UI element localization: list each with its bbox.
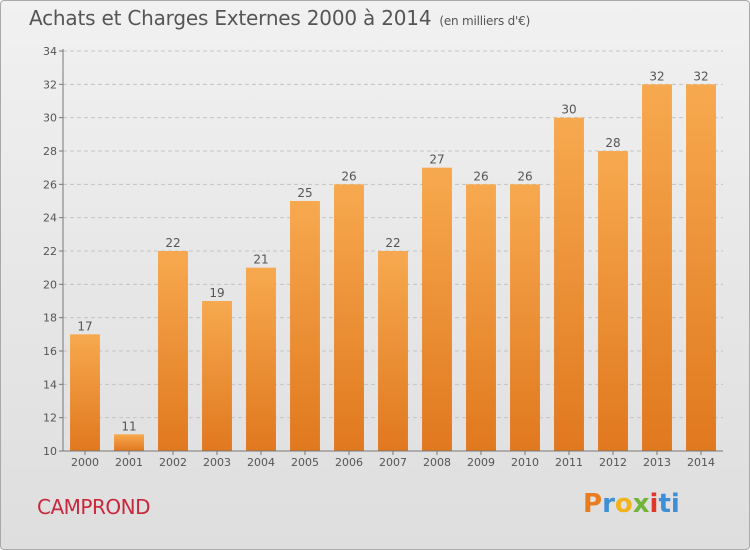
x-tick-label: 2009 (467, 456, 495, 469)
logo-letter: o (614, 489, 633, 519)
x-tick-label: 2004 (247, 456, 275, 469)
x-tick-label: 2010 (511, 456, 539, 469)
bar (290, 201, 320, 451)
x-tick-label: 2013 (643, 456, 671, 469)
bar (422, 167, 452, 451)
logo-letter: r (602, 489, 615, 519)
bar (334, 184, 364, 452)
data-label: 32 (649, 69, 664, 83)
x-tick-label: 2003 (203, 456, 231, 469)
x-tick-label: 2007 (379, 456, 407, 469)
x-tick-label: 2014 (687, 456, 715, 469)
bar (554, 117, 584, 452)
data-labels: 17 11 22 19 21 25 26 22 27 26 26 30 28 32 32 (77, 69, 708, 433)
data-label: 11 (121, 419, 136, 433)
data-label: 21 (253, 253, 268, 267)
bar (70, 334, 100, 451)
data-label: 32 (693, 69, 708, 83)
y-tick-label: 10 (43, 445, 57, 458)
y-tick-label: 14 (43, 378, 57, 391)
data-label: 26 (473, 169, 488, 183)
chart-title-unit: (en milliers d'€) (439, 14, 531, 28)
y-tick-label: 28 (43, 145, 57, 158)
logo-letter: ti (658, 489, 680, 519)
y-tick-label: 24 (43, 212, 57, 225)
logo-letter: i (649, 489, 659, 519)
bar (510, 184, 540, 452)
x-tick-label: 2002 (159, 456, 187, 469)
data-label: 22 (165, 236, 180, 250)
data-label: 17 (77, 319, 92, 333)
proxiti-logo: Proxiti (583, 489, 680, 519)
data-label: 19 (209, 286, 224, 300)
logo-letter: x (632, 489, 650, 519)
bar (598, 151, 628, 451)
x-tick-label: 2008 (423, 456, 451, 469)
x-tick-label: 2001 (115, 456, 143, 469)
y-tick-label: 16 (43, 345, 57, 358)
y-tick-label: 20 (43, 278, 57, 291)
x-tick-label: 2006 (335, 456, 363, 469)
bar (202, 301, 232, 451)
data-label: 22 (385, 236, 400, 250)
y-tick-label: 30 (43, 112, 57, 125)
data-label: 26 (517, 169, 532, 183)
x-tick-label: 2005 (291, 456, 319, 469)
bars (70, 84, 716, 452)
bar (466, 184, 496, 452)
y-tick-label: 18 (43, 312, 57, 325)
axes: 10 12 14 16 18 20 22 24 26 28 30 32 34 2000 2001 2002 20… (43, 45, 723, 469)
y-tick-label: 34 (43, 45, 57, 58)
chart-title: Achats et Charges Externes 2000 à 2014 (e… (29, 6, 530, 30)
y-tick-label: 12 (43, 412, 57, 425)
x-tick-label: 2012 (599, 456, 627, 469)
y-tick-label: 26 (43, 178, 57, 191)
chart-title-main: Achats et Charges Externes 2000 à 2014 (29, 6, 432, 30)
x-tick-label: 2011 (555, 456, 583, 469)
data-label: 28 (605, 136, 620, 150)
town-name: CAMPROND (37, 495, 150, 519)
y-tick-label: 32 (43, 78, 57, 91)
bar (378, 251, 408, 451)
bar (114, 434, 144, 451)
logo-letter: P (583, 489, 603, 519)
data-label: 25 (297, 186, 312, 200)
data-label: 26 (341, 169, 356, 183)
bar (158, 251, 188, 451)
bar (686, 84, 716, 451)
x-tick-label: 2000 (71, 456, 99, 469)
data-label: 30 (561, 103, 576, 117)
bar (642, 84, 672, 451)
data-label: 27 (429, 153, 444, 167)
y-tick-label: 22 (43, 245, 57, 258)
bar (246, 267, 276, 451)
